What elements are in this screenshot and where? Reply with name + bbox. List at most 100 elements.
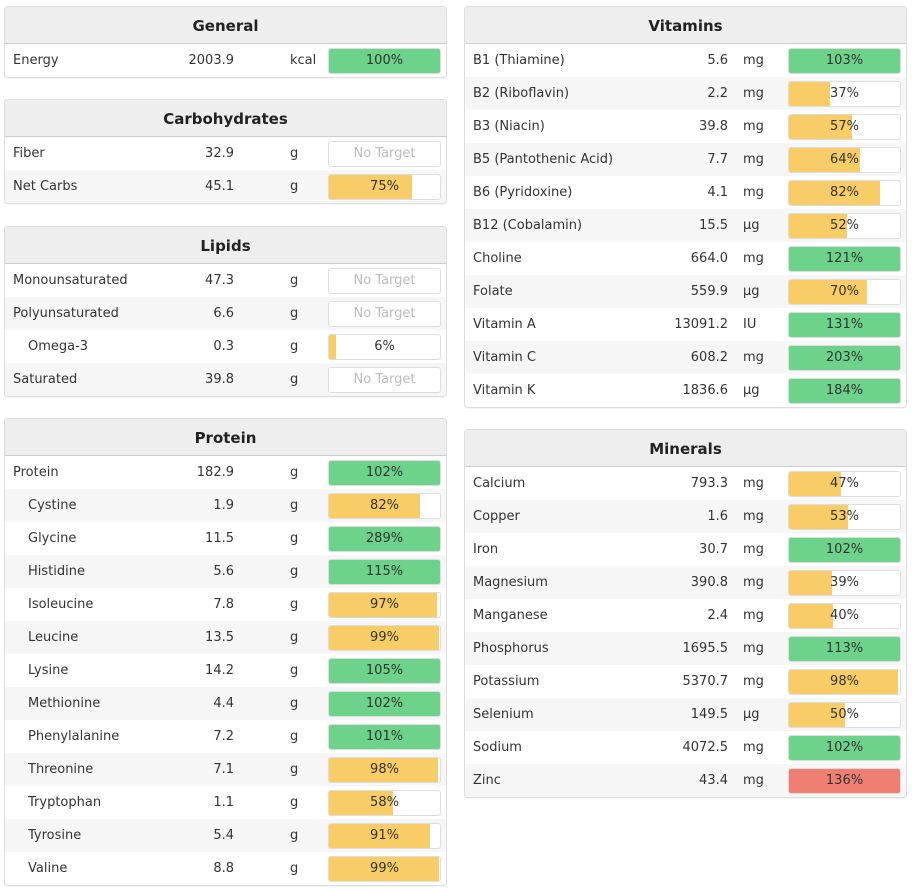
nutrient-row[interactable]: Folate 559.9 µg 70% xyxy=(465,275,906,308)
nutrient-row[interactable]: Monounsaturated 47.3 g No Target xyxy=(5,264,446,297)
progress-label: 6% xyxy=(374,339,395,354)
nutrient-unit: mg xyxy=(743,509,764,524)
nutrient-row[interactable]: Methionine 4.4 g 102% xyxy=(5,687,446,720)
progress-label: 39% xyxy=(830,575,859,590)
nutrient-row[interactable]: Selenium 149.5 µg 50% xyxy=(465,698,906,731)
nutrient-row[interactable]: Threonine 7.1 g 98% xyxy=(5,753,446,786)
nutrient-name: Sodium xyxy=(473,740,522,755)
nutrient-amount: 149.5 xyxy=(690,707,728,722)
target-progress-bar: No Target xyxy=(328,141,441,167)
progress-fill xyxy=(789,505,848,529)
nutrient-name: B6 (Pyridoxine) xyxy=(473,185,573,200)
nutrient-row[interactable]: B6 (Pyridoxine) 4.1 mg 82% xyxy=(465,176,906,209)
target-progress-bar: 105% xyxy=(328,658,441,684)
target-progress-bar: 121% xyxy=(788,246,901,272)
nutrient-row[interactable]: Fiber 32.9 g No Target xyxy=(5,137,446,170)
nutrient-unit: mg xyxy=(743,251,764,266)
nutrient-row[interactable]: B5 (Pantothenic Acid) 7.7 mg 64% xyxy=(465,143,906,176)
nutrient-unit: g xyxy=(290,861,299,876)
progress-fill xyxy=(789,736,900,760)
nutrient-row[interactable]: B12 (Cobalamin) 15.5 µg 52% xyxy=(465,209,906,242)
nutrient-row[interactable]: Valine 8.8 g 99% xyxy=(5,852,446,885)
nutrient-name: Vitamin A xyxy=(473,317,536,332)
nutrient-row[interactable]: Saturated 39.8 g No Target xyxy=(5,363,446,396)
nutrient-row[interactable]: Energy 2003.9 kcal 100% xyxy=(5,44,446,77)
nutrient-row[interactable]: Vitamin K 1836.6 µg 184% xyxy=(465,374,906,407)
nutrient-row[interactable]: Zinc 43.4 mg 136% xyxy=(465,764,906,797)
nutrient-unit: g xyxy=(290,696,299,711)
progress-label: 100% xyxy=(365,53,404,68)
nutrient-unit: µg xyxy=(743,383,760,398)
progress-label: 136% xyxy=(825,773,864,788)
nutrient-row[interactable]: Tyrosine 5.4 g 91% xyxy=(5,819,446,852)
progress-label: 99% xyxy=(370,630,399,645)
nutrient-row[interactable]: Polyunsaturated 6.6 g No Target xyxy=(5,297,446,330)
nutrient-row[interactable]: Cystine 1.9 g 82% xyxy=(5,489,446,522)
nutrient-row[interactable]: Choline 664.0 mg 121% xyxy=(465,242,906,275)
nutrient-unit: kcal xyxy=(290,53,317,68)
nutrient-name: Calcium xyxy=(473,476,526,491)
nutrient-name: B1 (Thiamine) xyxy=(473,53,565,68)
nutrient-row[interactable]: Copper 1.6 mg 53% xyxy=(465,500,906,533)
nutrient-row[interactable]: Vitamin C 608.2 mg 203% xyxy=(465,341,906,374)
nutrient-name: Protein xyxy=(13,465,59,480)
target-progress-bar: 136% xyxy=(788,768,901,794)
nutrient-amount: 11.5 xyxy=(205,531,234,546)
nutrient-unit: g xyxy=(290,465,299,480)
nutrient-row[interactable]: B1 (Thiamine) 5.6 mg 103% xyxy=(465,44,906,77)
nutrient-row[interactable]: Sodium 4072.5 mg 102% xyxy=(465,731,906,764)
progress-label: 131% xyxy=(825,317,864,332)
nutrient-amount: 5370.7 xyxy=(682,674,729,689)
target-progress-bar: 37% xyxy=(788,81,901,107)
nutrient-row[interactable]: Glycine 11.5 g 289% xyxy=(5,522,446,555)
nutrient-row[interactable]: Vitamin A 13091.2 IU 131% xyxy=(465,308,906,341)
target-progress-bar: 103% xyxy=(788,48,901,74)
nutrient-row[interactable]: Tryptophan 1.1 g 58% xyxy=(5,786,446,819)
nutrient-amount: 39.8 xyxy=(699,119,728,134)
nutrient-row[interactable]: B3 (Niacin) 39.8 mg 57% xyxy=(465,110,906,143)
nutrient-amount: 664.0 xyxy=(690,251,728,266)
progress-fill xyxy=(789,670,898,694)
progress-fill xyxy=(789,604,834,628)
target-progress-bar: No Target xyxy=(328,367,441,393)
progress-fill xyxy=(329,725,440,749)
target-progress-bar: 99% xyxy=(328,856,441,882)
target-progress-bar: 57% xyxy=(788,114,901,140)
nutrient-row[interactable]: Net Carbs 45.1 g 75% xyxy=(5,170,446,203)
nutrient-row[interactable]: Potassium 5370.7 mg 98% xyxy=(465,665,906,698)
progress-fill xyxy=(329,335,336,359)
progress-fill xyxy=(329,49,440,73)
nutrient-name: Methionine xyxy=(28,696,101,711)
progress-fill xyxy=(789,247,900,271)
target-progress-bar: 102% xyxy=(328,691,441,717)
nutrient-unit: mg xyxy=(743,86,764,101)
progress-label: 97% xyxy=(370,597,399,612)
nutrient-unit: mg xyxy=(743,641,764,656)
nutrient-name: Tyrosine xyxy=(28,828,82,843)
nutrient-row[interactable]: B2 (Riboflavin) 2.2 mg 37% xyxy=(465,77,906,110)
progress-label: No Target xyxy=(353,273,416,288)
nutrient-row[interactable]: Isoleucine 7.8 g 97% xyxy=(5,588,446,621)
nutrient-row[interactable]: Protein 182.9 g 102% xyxy=(5,456,446,489)
nutrient-row[interactable]: Phenylalanine 7.2 g 101% xyxy=(5,720,446,753)
target-progress-bar: 47% xyxy=(788,471,901,497)
nutrient-row[interactable]: Phosphorus 1695.5 mg 113% xyxy=(465,632,906,665)
nutrient-row[interactable]: Lysine 14.2 g 105% xyxy=(5,654,446,687)
target-progress-bar: 70% xyxy=(788,279,901,305)
nutrient-unit: g xyxy=(290,146,299,161)
nutrient-row[interactable]: Iron 30.7 mg 102% xyxy=(465,533,906,566)
nutrient-row[interactable]: Histidine 5.6 g 115% xyxy=(5,555,446,588)
nutrient-unit: mg xyxy=(743,53,764,68)
nutrient-unit: g xyxy=(290,729,299,744)
nutrient-row[interactable]: Magnesium 390.8 mg 39% xyxy=(465,566,906,599)
nutrient-unit: mg xyxy=(743,152,764,167)
nutrient-row[interactable]: Leucine 13.5 g 99% xyxy=(5,621,446,654)
panel-title: Minerals xyxy=(465,430,906,467)
nutrient-row[interactable]: Calcium 793.3 mg 47% xyxy=(465,467,906,500)
progress-label: 58% xyxy=(370,795,399,810)
nutrient-row[interactable]: Omega-3 0.3 g 6% xyxy=(5,330,446,363)
nutrient-row[interactable]: Manganese 2.4 mg 40% xyxy=(465,599,906,632)
progress-fill xyxy=(789,346,900,370)
nutrient-unit: mg xyxy=(743,773,764,788)
progress-label: 113% xyxy=(825,641,864,656)
